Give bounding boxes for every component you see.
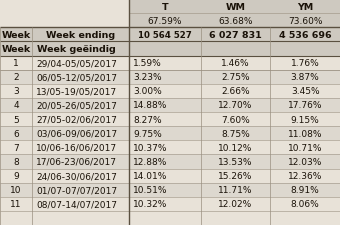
Text: 10: 10 — [11, 185, 22, 194]
Bar — [0, 211, 340, 225]
Text: 9.15%: 9.15% — [291, 115, 320, 124]
Text: 9: 9 — [13, 171, 19, 180]
Text: 17.76%: 17.76% — [288, 101, 322, 110]
Text: 5: 5 — [13, 115, 19, 124]
Text: 3.87%: 3.87% — [291, 73, 320, 82]
Bar — [0, 141, 340, 155]
Text: Week: Week — [1, 45, 31, 54]
Bar — [0, 14, 129, 28]
Bar — [0, 28, 340, 42]
Bar — [0, 42, 340, 56]
Text: 13/05-19/05/2017: 13/05-19/05/2017 — [36, 87, 118, 96]
Text: T: T — [162, 2, 168, 11]
Bar — [0, 84, 340, 99]
Bar — [0, 56, 340, 70]
Text: 15.26%: 15.26% — [218, 171, 253, 180]
Text: 8.27%: 8.27% — [133, 115, 162, 124]
Text: 01/07-07/07/2017: 01/07-07/07/2017 — [36, 185, 118, 194]
Bar — [0, 197, 340, 211]
Bar — [129, 0, 340, 14]
Text: 12.70%: 12.70% — [218, 101, 253, 110]
Text: 11.08%: 11.08% — [288, 129, 322, 138]
Bar — [0, 126, 340, 141]
Text: YM: YM — [297, 2, 313, 11]
Bar — [129, 14, 340, 28]
Text: 2.66%: 2.66% — [221, 87, 250, 96]
Text: 10 564 527: 10 564 527 — [138, 31, 192, 40]
Text: 8.75%: 8.75% — [221, 129, 250, 138]
Text: 10.12%: 10.12% — [218, 143, 253, 152]
Text: 29/04-05/05/2017: 29/04-05/05/2017 — [36, 59, 117, 68]
Text: 14.01%: 14.01% — [133, 171, 168, 180]
Text: 3: 3 — [13, 87, 19, 96]
Text: 3.23%: 3.23% — [133, 73, 162, 82]
Text: 8.91%: 8.91% — [291, 185, 320, 194]
Bar — [0, 70, 340, 84]
Text: 8: 8 — [13, 157, 19, 166]
Text: WM: WM — [225, 2, 245, 11]
Text: 9.75%: 9.75% — [133, 129, 162, 138]
Text: 10/06-16/06/2017: 10/06-16/06/2017 — [36, 143, 118, 152]
Text: 08/07-14/07/2017: 08/07-14/07/2017 — [36, 199, 117, 208]
Text: 6 027 831: 6 027 831 — [209, 31, 262, 40]
Text: 11.71%: 11.71% — [218, 185, 253, 194]
Text: 13.53%: 13.53% — [218, 157, 253, 166]
Text: 3.00%: 3.00% — [133, 87, 162, 96]
Text: 12.88%: 12.88% — [133, 157, 168, 166]
Text: 10.51%: 10.51% — [133, 185, 168, 194]
Bar — [0, 169, 340, 183]
Text: 73.60%: 73.60% — [288, 17, 322, 26]
Bar — [0, 0, 129, 14]
Text: Week ending: Week ending — [46, 31, 115, 40]
Text: 6: 6 — [13, 129, 19, 138]
Text: 7: 7 — [13, 143, 19, 152]
Bar — [0, 155, 340, 169]
Text: 3.45%: 3.45% — [291, 87, 320, 96]
Text: 67.59%: 67.59% — [148, 17, 182, 26]
Text: 12.02%: 12.02% — [218, 199, 253, 208]
Text: 1.59%: 1.59% — [133, 59, 162, 68]
Text: 2.75%: 2.75% — [221, 73, 250, 82]
Text: 27/05-02/06/2017: 27/05-02/06/2017 — [36, 115, 117, 124]
Text: 10.32%: 10.32% — [133, 199, 168, 208]
Text: 12.36%: 12.36% — [288, 171, 322, 180]
Text: 03/06-09/06/2017: 03/06-09/06/2017 — [36, 129, 118, 138]
Text: 11: 11 — [11, 199, 22, 208]
Text: Week: Week — [1, 31, 31, 40]
Bar — [0, 183, 340, 197]
Text: 1: 1 — [13, 59, 19, 68]
Text: 10.71%: 10.71% — [288, 143, 322, 152]
Text: 14.88%: 14.88% — [133, 101, 168, 110]
Text: 1.46%: 1.46% — [221, 59, 250, 68]
Text: 17/06-23/06/2017: 17/06-23/06/2017 — [36, 157, 117, 166]
Text: 1.76%: 1.76% — [291, 59, 320, 68]
Text: 8.06%: 8.06% — [291, 199, 320, 208]
Bar — [0, 112, 340, 126]
Text: 4 536 696: 4 536 696 — [279, 31, 332, 40]
Text: 06/05-12/05/2017: 06/05-12/05/2017 — [36, 73, 117, 82]
Bar — [0, 99, 340, 112]
Text: 4: 4 — [13, 101, 19, 110]
Text: 7.60%: 7.60% — [221, 115, 250, 124]
Text: 2: 2 — [13, 73, 19, 82]
Text: 20/05-26/05/2017: 20/05-26/05/2017 — [36, 101, 117, 110]
Text: 10.37%: 10.37% — [133, 143, 168, 152]
Text: 24/06-30/06/2017: 24/06-30/06/2017 — [36, 171, 117, 180]
Text: 63.68%: 63.68% — [218, 17, 253, 26]
Text: 12.03%: 12.03% — [288, 157, 322, 166]
Text: Week geëindig: Week geëindig — [37, 45, 116, 54]
